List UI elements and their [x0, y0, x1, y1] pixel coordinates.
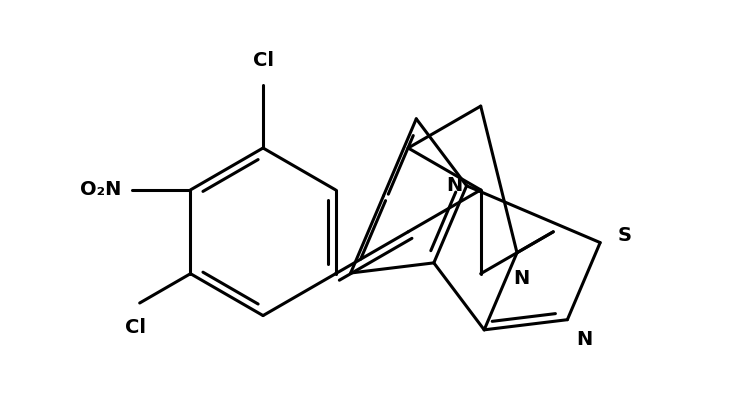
Text: Cl: Cl	[253, 51, 274, 70]
Text: S: S	[617, 226, 631, 245]
Text: O₂N: O₂N	[81, 181, 122, 199]
Text: N: N	[446, 176, 463, 195]
Text: N: N	[513, 269, 529, 288]
Text: N: N	[577, 330, 593, 349]
Text: Cl: Cl	[125, 318, 146, 337]
